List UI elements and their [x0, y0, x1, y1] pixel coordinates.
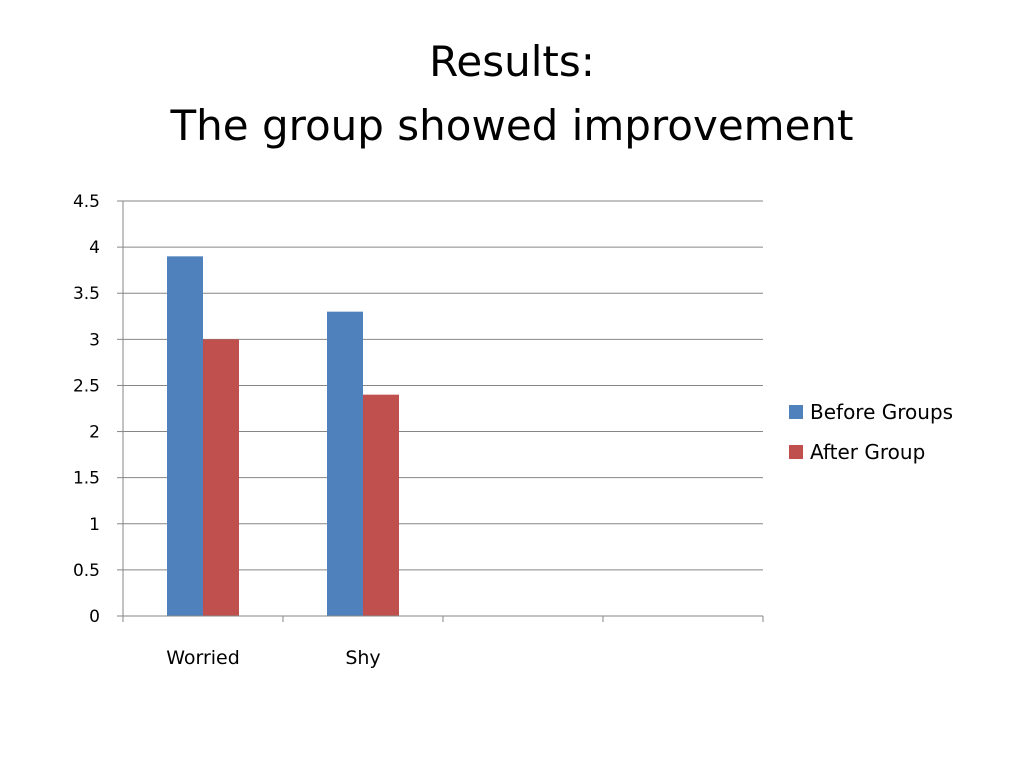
legend-label: After Group [810, 440, 925, 464]
y-tick-label: 0.5 [73, 561, 100, 581]
y-tick-label: 2 [89, 423, 100, 443]
y-tick-label: 2.5 [73, 376, 100, 396]
y-tick-label: 3 [89, 330, 100, 350]
y-tick-label: 4 [89, 238, 100, 258]
slide-title-line-2: The group showed improvement [170, 101, 854, 150]
y-tick-label: 0 [89, 607, 100, 627]
axes: 0 0.5 1 1.5 2 2.5 3 3.5 4 4.5 Worried Shy [73, 192, 764, 669]
bars [167, 256, 399, 616]
y-tick-label: 3.5 [73, 284, 100, 304]
legend: Before Groups After Group [789, 400, 953, 464]
slide-title-line-1: Results: [429, 37, 595, 86]
bar-before-groups-worried [167, 256, 203, 616]
y-tick-label: 1 [89, 515, 100, 535]
y-tick-label: 4.5 [73, 192, 100, 212]
bar-before-groups-shy [327, 311, 363, 616]
bar-after-group-worried [203, 339, 239, 616]
legend-label: Before Groups [810, 400, 953, 424]
slide-title: Results: The group showed improvement [0, 30, 1024, 158]
legend-swatch [789, 405, 803, 419]
x-category-label: Shy [345, 647, 380, 669]
bar-after-group-shy [363, 394, 399, 616]
y-tick-label: 1.5 [73, 469, 100, 489]
x-category-label: Worried [166, 647, 240, 669]
legend-swatch [789, 445, 803, 459]
